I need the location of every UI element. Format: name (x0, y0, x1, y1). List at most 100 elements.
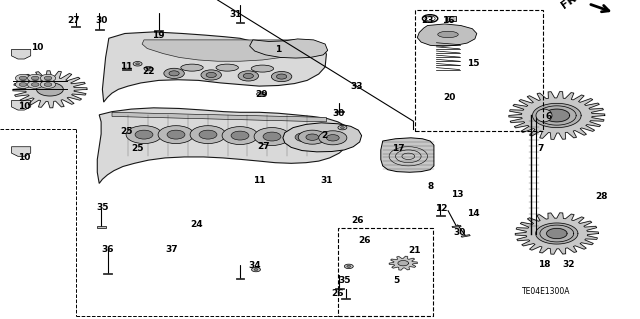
Circle shape (135, 130, 153, 139)
Polygon shape (536, 223, 578, 244)
Circle shape (44, 83, 52, 86)
Text: 19: 19 (152, 31, 165, 40)
Circle shape (15, 74, 31, 82)
Text: 20: 20 (443, 93, 456, 102)
Polygon shape (398, 261, 408, 266)
Text: 7: 7 (538, 144, 544, 153)
Polygon shape (236, 22, 244, 24)
Text: 8: 8 (428, 182, 434, 191)
Text: 2: 2 (321, 131, 328, 140)
Text: 30: 30 (332, 109, 345, 118)
Polygon shape (461, 234, 470, 237)
Circle shape (19, 76, 27, 80)
Bar (415, 10, 543, 131)
Text: 11: 11 (253, 176, 266, 185)
Text: 11: 11 (120, 63, 132, 71)
Circle shape (19, 83, 27, 86)
Polygon shape (509, 92, 605, 139)
Text: 1: 1 (275, 45, 282, 54)
Circle shape (295, 133, 313, 142)
Polygon shape (335, 288, 344, 289)
Circle shape (326, 135, 339, 141)
Ellipse shape (251, 65, 274, 72)
Text: FR.: FR. (559, 0, 582, 11)
Text: 29: 29 (255, 90, 268, 99)
Text: 21: 21 (408, 246, 421, 255)
Circle shape (263, 132, 281, 141)
Polygon shape (122, 69, 131, 70)
Circle shape (28, 81, 43, 88)
Bar (447, 16, 456, 21)
Circle shape (344, 264, 353, 269)
Circle shape (158, 126, 194, 144)
Polygon shape (532, 103, 581, 128)
Polygon shape (154, 30, 163, 32)
Polygon shape (102, 32, 326, 102)
Circle shape (31, 83, 39, 86)
Circle shape (257, 92, 266, 96)
Polygon shape (95, 29, 104, 30)
Polygon shape (112, 112, 326, 122)
Circle shape (252, 267, 260, 272)
Circle shape (15, 81, 31, 88)
Polygon shape (417, 24, 477, 46)
Circle shape (340, 127, 344, 129)
Circle shape (222, 127, 258, 145)
Text: 33: 33 (351, 82, 364, 91)
Text: 10: 10 (31, 43, 44, 52)
Polygon shape (236, 278, 244, 279)
Circle shape (243, 73, 253, 78)
Text: 13: 13 (451, 190, 464, 199)
Text: 31: 31 (320, 176, 333, 185)
Text: 31: 31 (229, 10, 242, 19)
Circle shape (254, 128, 290, 145)
Circle shape (164, 68, 184, 78)
Polygon shape (97, 108, 349, 183)
Circle shape (44, 76, 52, 80)
Circle shape (144, 66, 153, 71)
Polygon shape (12, 49, 31, 59)
Circle shape (31, 76, 39, 80)
Polygon shape (389, 256, 417, 270)
Circle shape (286, 128, 322, 146)
Text: 15: 15 (467, 59, 480, 68)
Circle shape (276, 74, 287, 79)
Polygon shape (16, 104, 26, 108)
Text: 26: 26 (358, 236, 371, 245)
Text: 12: 12 (435, 204, 448, 213)
Ellipse shape (536, 109, 552, 122)
Text: 35: 35 (338, 276, 351, 285)
Polygon shape (540, 225, 573, 242)
Polygon shape (283, 123, 362, 152)
Polygon shape (16, 53, 26, 57)
Text: 10: 10 (18, 102, 31, 111)
Text: 26: 26 (351, 216, 364, 225)
Text: 6: 6 (546, 112, 552, 121)
Polygon shape (335, 111, 344, 112)
Text: 10: 10 (18, 153, 31, 162)
Text: 16: 16 (442, 16, 454, 25)
Text: 35: 35 (96, 204, 109, 212)
Polygon shape (103, 273, 112, 274)
Polygon shape (436, 215, 445, 217)
Circle shape (306, 134, 319, 140)
Polygon shape (381, 138, 434, 172)
Polygon shape (341, 298, 350, 299)
Text: 14: 14 (467, 209, 480, 218)
Text: 27: 27 (67, 16, 80, 25)
Polygon shape (13, 71, 87, 108)
Polygon shape (12, 147, 31, 156)
Polygon shape (538, 106, 576, 125)
Circle shape (201, 70, 221, 80)
Text: 30: 30 (453, 228, 466, 237)
Polygon shape (36, 83, 63, 96)
Circle shape (147, 68, 150, 70)
Text: 30: 30 (95, 16, 108, 25)
Circle shape (136, 63, 140, 65)
Circle shape (254, 269, 258, 271)
Polygon shape (71, 26, 80, 27)
Text: 25: 25 (131, 144, 144, 153)
Circle shape (347, 265, 351, 267)
Polygon shape (547, 228, 567, 239)
Polygon shape (452, 225, 461, 227)
